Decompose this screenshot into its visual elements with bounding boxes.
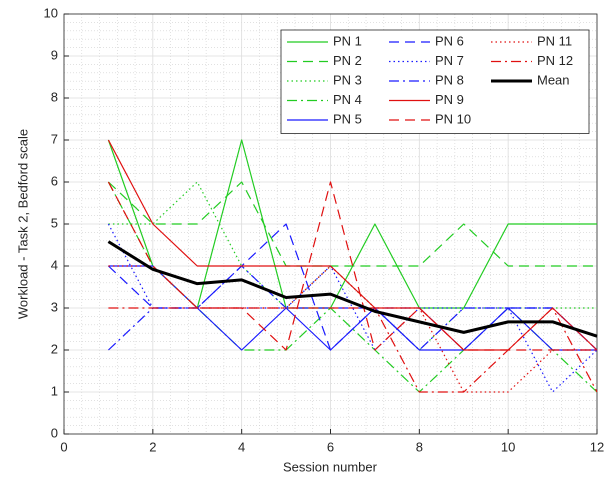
y-tick-label: 7 bbox=[51, 131, 58, 146]
y-tick-label: 9 bbox=[51, 47, 58, 62]
legend-label: PN 5 bbox=[333, 111, 362, 126]
x-tick-label: 0 bbox=[60, 439, 67, 454]
x-tick-label: 2 bbox=[149, 439, 156, 454]
y-tick-label: 6 bbox=[51, 173, 58, 188]
y-tick-label: 4 bbox=[51, 257, 58, 272]
legend-label: PN 4 bbox=[333, 92, 362, 107]
y-tick-label: 1 bbox=[51, 383, 58, 398]
y-tick-label: 5 bbox=[51, 215, 58, 230]
legend-label: PN 6 bbox=[435, 33, 464, 48]
legend-label: PN 2 bbox=[333, 53, 362, 68]
y-tick-label: 2 bbox=[51, 341, 58, 356]
legend-label: PN 9 bbox=[435, 92, 464, 107]
legend-label: PN 8 bbox=[435, 72, 464, 87]
y-tick-label: 8 bbox=[51, 89, 58, 104]
legend-label: PN 7 bbox=[435, 53, 464, 68]
legend-label: PN 11 bbox=[537, 33, 572, 48]
series-line bbox=[107, 240, 598, 338]
legend-label: PN 10 bbox=[435, 111, 471, 126]
series-line bbox=[108, 265, 597, 393]
legend-box bbox=[280, 29, 590, 134]
y-tick-label: 3 bbox=[51, 299, 58, 314]
y-tick-label: 10 bbox=[44, 5, 58, 20]
legend-label: PN 3 bbox=[333, 72, 362, 87]
x-tick-label: 10 bbox=[501, 439, 515, 454]
x-tick-label: 4 bbox=[238, 439, 245, 454]
x-tick-label: 6 bbox=[327, 439, 334, 454]
y-axis-label: Workload - Task 2, Bedford scale bbox=[15, 129, 30, 319]
legend-label: Mean bbox=[537, 72, 570, 87]
series-line bbox=[107, 139, 598, 351]
series-line bbox=[108, 181, 597, 267]
y-tick-label: 0 bbox=[51, 425, 58, 440]
x-tick-label: 12 bbox=[590, 439, 604, 454]
x-axis-label: Session number bbox=[283, 459, 378, 474]
legend-label: PN 1 bbox=[333, 33, 362, 48]
x-tick-label: 8 bbox=[416, 439, 423, 454]
legend-label: PN 12 bbox=[537, 53, 573, 68]
series-line bbox=[108, 307, 598, 393]
